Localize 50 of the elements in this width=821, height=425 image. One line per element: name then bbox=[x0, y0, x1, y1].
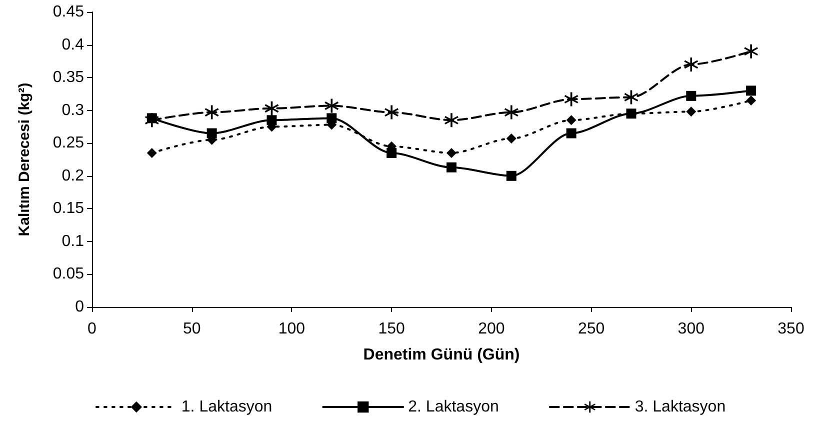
y-tick-label: 0.25 bbox=[52, 134, 84, 152]
point bbox=[444, 113, 458, 128]
point bbox=[744, 44, 758, 58]
point bbox=[684, 57, 698, 72]
x-tick-label: 250 bbox=[578, 320, 605, 338]
point bbox=[264, 101, 279, 116]
point bbox=[326, 113, 337, 124]
point bbox=[146, 148, 157, 158]
x-tick-label: 300 bbox=[678, 320, 705, 338]
point bbox=[626, 108, 636, 119]
x-tick-label: 100 bbox=[278, 320, 306, 338]
x-tick-label: 50 bbox=[182, 320, 201, 338]
y-tick-label: 0.35 bbox=[52, 69, 84, 86]
point bbox=[624, 90, 638, 104]
point bbox=[746, 86, 756, 96]
x-tick-label: 150 bbox=[378, 320, 406, 338]
point bbox=[566, 115, 576, 126]
point bbox=[746, 96, 756, 106]
x-axis-title: Denetim Günü (Gün) bbox=[363, 346, 520, 364]
point bbox=[324, 98, 339, 113]
point bbox=[204, 105, 219, 120]
point bbox=[446, 162, 456, 172]
point bbox=[504, 105, 518, 120]
point bbox=[446, 148, 456, 158]
legend-label: 3. Laktasyon bbox=[634, 398, 726, 416]
x-tick-label: 200 bbox=[478, 320, 505, 338]
point bbox=[506, 170, 516, 181]
y-tick-label: 0.4 bbox=[62, 36, 84, 54]
y-tick-label: 0.1 bbox=[62, 232, 84, 250]
point bbox=[686, 90, 696, 101]
x-tick-label: 350 bbox=[778, 320, 804, 338]
point bbox=[206, 128, 217, 138]
point bbox=[686, 106, 696, 117]
y-tick-label: 0.3 bbox=[62, 102, 84, 119]
point bbox=[266, 115, 277, 126]
y-tick-label: 0.15 bbox=[52, 200, 84, 218]
y-tick-label: 0.2 bbox=[62, 167, 84, 184]
y-axis-title: Kalıtım Derecesi (kg²) bbox=[16, 82, 33, 236]
legend-label: 1. Laktasyon bbox=[181, 398, 272, 416]
y-tick-label: 0.45 bbox=[52, 4, 84, 20]
point bbox=[506, 134, 516, 144]
point bbox=[386, 148, 397, 158]
point bbox=[566, 128, 576, 138]
point bbox=[384, 105, 399, 120]
point bbox=[144, 113, 159, 128]
legend-label: 2. Laktasyon bbox=[408, 398, 499, 416]
x-tick-label: 0 bbox=[88, 320, 97, 338]
y-tick-label: 0.05 bbox=[52, 266, 84, 283]
point bbox=[564, 92, 578, 106]
y-tick-label: 0 bbox=[75, 298, 84, 316]
